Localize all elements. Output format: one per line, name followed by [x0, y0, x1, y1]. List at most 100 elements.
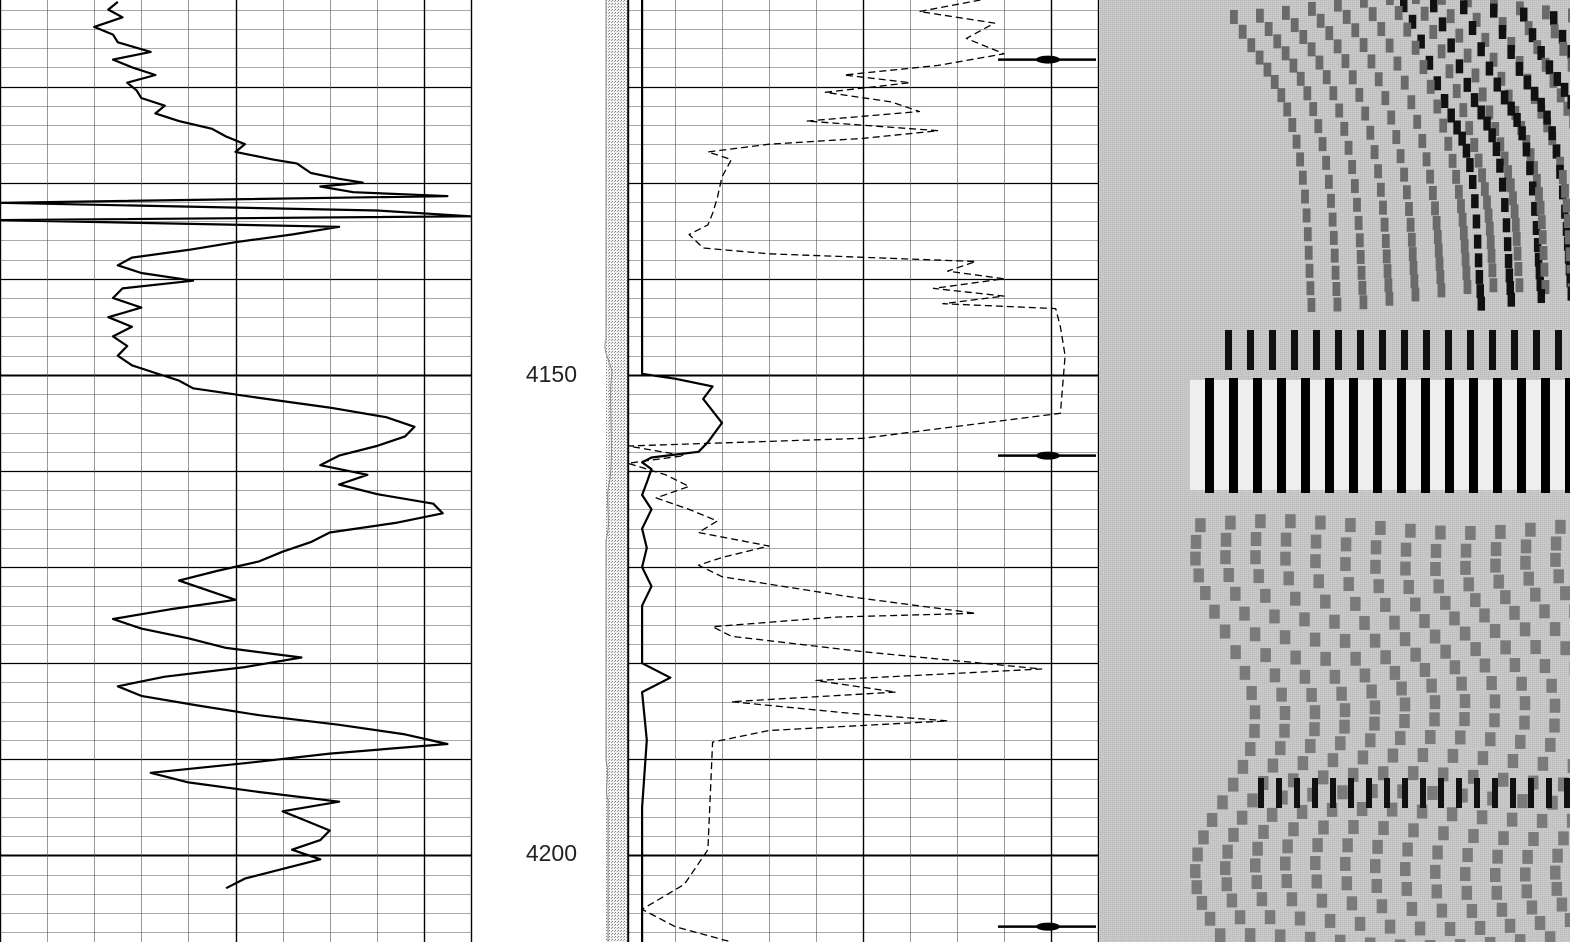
image-band-lower	[1560, 641, 1570, 656]
image-band-lower	[1371, 878, 1383, 893]
image-band-upper-dark	[1526, 161, 1534, 176]
image-band-upper	[1322, 155, 1330, 170]
image-band-lower	[1484, 937, 1496, 942]
image-band-upper	[1308, 1, 1316, 16]
image-band-lower	[1537, 756, 1549, 771]
image-band-lower	[1296, 804, 1308, 819]
image-band-lower	[1528, 831, 1539, 846]
image-band-lower	[1476, 810, 1488, 825]
image-band-lower	[1264, 910, 1276, 925]
image-band-upper-dark	[1460, 0, 1468, 15]
image-band-lower	[1369, 633, 1381, 648]
borehole-image-bands	[1190, 0, 1570, 942]
image-band-lower	[1460, 560, 1471, 575]
image-band-lower	[1490, 542, 1502, 557]
image-band-upper-dark	[1471, 194, 1479, 209]
image-band-lower	[1399, 697, 1411, 712]
image-band-lower	[1340, 856, 1351, 871]
track1-curves	[0, 1, 471, 890]
lithology-strip	[606, 0, 627, 942]
image-band-upper	[1367, 54, 1376, 69]
image-band-upper	[1413, 114, 1422, 129]
image-band-upper	[1292, 134, 1301, 149]
image-band-upper	[1435, 256, 1444, 271]
image-band-upper-dark	[1498, 24, 1507, 39]
image-feature-stripe-upper	[1401, 330, 1408, 370]
image-band-lower	[1220, 550, 1231, 565]
image-band-upper	[1374, 164, 1382, 179]
track2-series-1-curve	[640, 0, 724, 942]
image-band-lower	[1519, 696, 1531, 711]
image-band-upper	[1410, 274, 1419, 289]
image-band-upper-dark	[1548, 126, 1556, 141]
image-band-lower	[1517, 794, 1528, 809]
image-band-upper	[1359, 38, 1368, 53]
image-band-lower	[1340, 537, 1352, 552]
image-band-upper-dark	[1455, 59, 1464, 74]
image-band-lower	[1430, 561, 1441, 576]
image-band-lower	[1405, 523, 1416, 538]
image-band-upper	[1419, 60, 1428, 75]
image-band-upper	[1374, 72, 1383, 87]
image-feature-stripe-upper	[1225, 330, 1232, 370]
image-band-lower	[1327, 753, 1339, 768]
image-band-lower	[1279, 705, 1291, 720]
image-band-lower	[1253, 569, 1264, 584]
image-feature-stripe	[1277, 378, 1286, 493]
image-band-upper	[1550, 24, 1559, 39]
image-band-upper	[1394, 6, 1403, 21]
image-band-lower	[1430, 864, 1441, 879]
image-feature-stripe-upper	[1423, 330, 1430, 370]
image-band-upper	[1357, 265, 1366, 280]
image-band-lower	[1336, 686, 1347, 701]
image-band-upper	[1392, 130, 1401, 145]
image-band-lower	[1550, 536, 1562, 551]
image-band-lower	[1438, 826, 1449, 841]
image-band-lower	[1479, 608, 1490, 623]
image-band-upper	[1454, 184, 1463, 199]
image-band-lower	[1299, 669, 1311, 684]
image-band-lower	[1193, 568, 1204, 583]
image-band-upper-dark	[1553, 71, 1562, 86]
image-band-lower	[1366, 684, 1377, 699]
image-band-upper	[1496, 137, 1505, 152]
image-band-lower	[1282, 839, 1293, 854]
image-band-lower	[1430, 543, 1442, 558]
image-band-upper	[1305, 263, 1314, 278]
image-band-lower	[1227, 777, 1239, 792]
image-band-upper	[1567, 57, 1570, 72]
image-band-upper-dark	[1502, 218, 1511, 233]
image-band-upper	[1356, 249, 1365, 264]
image-band-upper-dark	[1532, 220, 1541, 235]
image-band-upper-dark	[1567, 286, 1570, 301]
image-band-upper-dark	[1513, 112, 1521, 127]
image-band-upper	[1377, 22, 1386, 37]
image-band-upper	[1433, 99, 1442, 114]
image-band-lower	[1491, 885, 1503, 900]
image-band-upper-dark	[1537, 97, 1545, 112]
image-band-upper	[1561, 183, 1569, 198]
image-feature-stripe	[1397, 378, 1406, 493]
image-band-upper	[1543, 118, 1552, 133]
image-band-upper	[1263, 62, 1272, 77]
image-band-lower	[1395, 731, 1406, 746]
image-band-upper	[1481, 32, 1490, 47]
image-band-upper	[1510, 204, 1519, 219]
image-band-lower	[1260, 588, 1271, 603]
image-band-upper	[1382, 249, 1391, 264]
image-band-upper-dark	[1523, 75, 1532, 90]
image-band-lower	[1387, 748, 1399, 763]
image-band-upper	[1411, 287, 1420, 302]
image-band-upper	[1255, 50, 1264, 65]
track2-marker-body	[1036, 922, 1060, 931]
track2-series-2-curve	[628, 0, 1066, 942]
image-band-lower	[1545, 737, 1556, 752]
image-band-upper	[1322, 70, 1331, 85]
image-feature-stripe-upper	[1291, 330, 1298, 370]
image-band-lower	[1299, 612, 1310, 627]
image-band-lower	[1479, 658, 1491, 673]
image-band-lower	[1500, 640, 1511, 655]
image-band-upper-dark	[1440, 93, 1449, 108]
image-band-lower	[1357, 750, 1369, 765]
image-band-upper	[1489, 278, 1498, 293]
